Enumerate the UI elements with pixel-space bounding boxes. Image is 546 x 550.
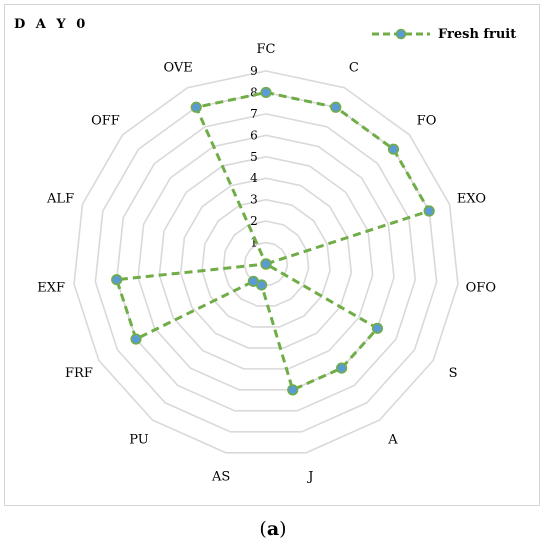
category-label: PU [129, 433, 149, 448]
tick-label: 3 [250, 193, 258, 207]
data-point [130, 333, 142, 345]
data-point [260, 86, 272, 99]
figure-caption: (a) [0, 518, 546, 540]
category-label: A [387, 433, 398, 448]
tick-label: 2 [250, 214, 258, 228]
data-point [111, 274, 123, 286]
data-point [287, 384, 299, 396]
category-label: C [349, 61, 359, 76]
data-point [423, 205, 435, 217]
tick-label: 5 [250, 150, 258, 164]
data-point [336, 362, 348, 374]
grid-ring [179, 177, 353, 349]
tick-label: 4 [250, 171, 258, 185]
category-label: EXF [37, 281, 65, 296]
tick-label: 6 [250, 128, 258, 142]
tick-label: 7 [250, 107, 258, 121]
grid-ring [201, 198, 331, 328]
data-point [330, 101, 342, 113]
data-point [387, 143, 400, 155]
grid-ring [115, 113, 417, 412]
tick-label: 9 [250, 64, 258, 78]
data-point [247, 275, 259, 287]
tick-label: 1 [250, 236, 258, 250]
data-point [190, 101, 202, 113]
grid-ring [158, 155, 374, 370]
day-label: D A Y 0 [14, 17, 89, 32]
category-label: OFF [91, 113, 120, 128]
category-label: S [449, 366, 458, 381]
series-line [115, 90, 431, 392]
legend-marker [372, 28, 430, 40]
caption-letter: a [266, 518, 280, 540]
category-label: AS [211, 469, 230, 484]
tick-label: 8 [250, 85, 258, 99]
legend: Fresh fruit [370, 26, 516, 42]
category-label: ALF [46, 191, 74, 206]
category-label: EXO [457, 191, 486, 206]
chart-frame [4, 4, 540, 506]
data-point [371, 322, 384, 334]
grid-ring [73, 70, 459, 454]
legend-label: Fresh fruit [438, 26, 517, 42]
category-label: OFO [466, 281, 496, 296]
grid-ring [222, 220, 310, 307]
caption-open: ( [259, 518, 267, 540]
radar-chart: 1 2 3 4 5 6 7 8 9 FC C FO EXO OFO S A J AS PU FRF EXF ALF OFF O… [37, 42, 496, 484]
category-label: J [306, 469, 313, 484]
category-label: FO [417, 113, 437, 128]
grid-ring [94, 91, 438, 433]
caption-close: ) [279, 518, 287, 540]
category-label: FRF [65, 366, 93, 381]
data-point [260, 258, 272, 270]
category-label: OVE [163, 61, 192, 76]
grid-ring [137, 134, 395, 391]
category-label: FC [257, 42, 276, 57]
